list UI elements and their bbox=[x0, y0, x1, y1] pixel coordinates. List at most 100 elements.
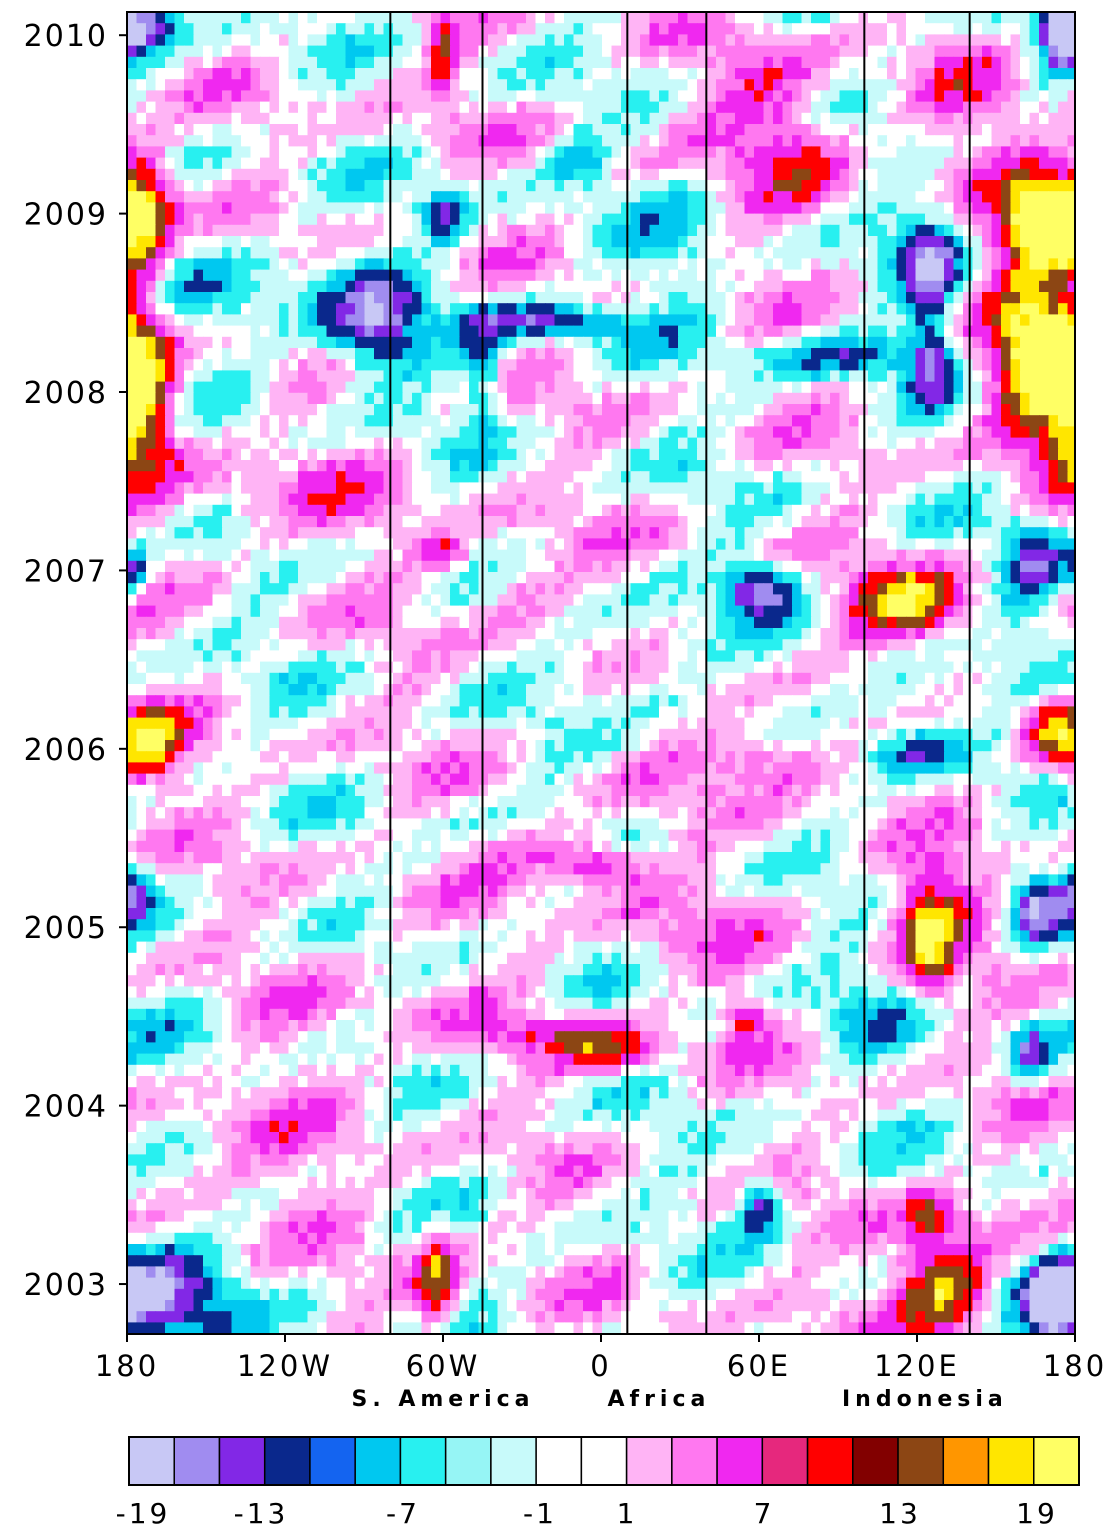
heatmap-cell bbox=[203, 213, 214, 226]
heatmap-cell bbox=[725, 168, 736, 181]
heatmap-cell bbox=[849, 336, 860, 349]
heatmap-cell bbox=[545, 460, 556, 472]
heatmap-cell bbox=[298, 392, 309, 405]
heatmap-cell bbox=[706, 258, 717, 271]
heatmap-cell bbox=[744, 23, 755, 35]
heatmap-cell bbox=[146, 90, 157, 103]
heatmap-cell bbox=[678, 124, 689, 136]
heatmap-cell bbox=[611, 79, 622, 91]
heatmap-cell bbox=[573, 359, 584, 371]
heatmap-cell bbox=[222, 112, 233, 125]
heatmap-cell bbox=[725, 157, 736, 170]
heatmap-cell bbox=[1048, 12, 1059, 24]
heatmap-cell bbox=[383, 437, 394, 450]
heatmap-cell bbox=[412, 23, 423, 35]
heatmap-cell bbox=[203, 135, 214, 147]
heatmap-cell bbox=[336, 314, 347, 327]
heatmap-cell bbox=[934, 101, 945, 114]
heatmap-cell bbox=[915, 45, 926, 58]
heatmap-cell bbox=[773, 482, 784, 495]
heatmap-cell bbox=[877, 336, 888, 349]
heatmap-cell bbox=[497, 460, 508, 472]
heatmap-cell bbox=[1020, 381, 1031, 394]
heatmap-cell bbox=[222, 471, 233, 483]
heatmap-cell bbox=[611, 336, 622, 349]
heatmap-cell bbox=[450, 101, 461, 114]
heatmap-cell bbox=[801, 90, 812, 103]
heatmap-cell bbox=[459, 549, 470, 562]
heatmap-cell bbox=[754, 12, 765, 24]
heatmap-cell bbox=[602, 471, 613, 483]
heatmap-cell bbox=[155, 381, 166, 394]
heatmap-cell bbox=[630, 90, 641, 103]
heatmap-cell bbox=[469, 471, 480, 483]
heatmap-cell bbox=[298, 504, 309, 517]
heatmap-cell bbox=[934, 303, 945, 315]
heatmap-cell bbox=[687, 180, 698, 192]
heatmap-cell bbox=[488, 325, 499, 338]
heatmap-cell bbox=[393, 124, 404, 136]
heatmap-cell bbox=[250, 224, 261, 237]
heatmap-cell bbox=[640, 482, 651, 495]
heatmap-cell bbox=[621, 56, 632, 69]
heatmap-cell bbox=[155, 23, 166, 35]
heatmap-cell bbox=[925, 404, 936, 416]
heatmap-cell bbox=[621, 135, 632, 147]
heatmap-cell bbox=[231, 213, 242, 226]
heatmap-cell bbox=[488, 381, 499, 394]
heatmap-cell bbox=[801, 112, 812, 125]
heatmap-cell bbox=[915, 258, 926, 271]
heatmap-cell bbox=[583, 303, 594, 315]
heatmap-cell bbox=[640, 292, 651, 304]
heatmap-cell bbox=[383, 213, 394, 226]
heatmap-cell bbox=[906, 348, 917, 360]
heatmap-cell bbox=[583, 482, 594, 495]
heatmap-cell bbox=[754, 224, 765, 237]
heatmap-cell bbox=[754, 292, 765, 304]
heatmap-cell bbox=[298, 471, 309, 483]
heatmap-cell bbox=[811, 68, 822, 80]
heatmap-cell bbox=[1020, 157, 1031, 170]
heatmap-cell bbox=[165, 45, 176, 58]
heatmap-cell bbox=[497, 448, 508, 461]
heatmap-cell bbox=[687, 504, 698, 517]
heatmap-cell bbox=[963, 135, 974, 147]
heatmap-cell bbox=[792, 460, 803, 472]
heatmap-cell bbox=[222, 437, 233, 450]
heatmap-cell bbox=[155, 157, 166, 170]
heatmap-cell bbox=[402, 381, 413, 394]
heatmap-cell bbox=[1058, 101, 1069, 114]
heatmap-cell bbox=[830, 314, 841, 327]
heatmap-cell bbox=[868, 56, 879, 69]
heatmap-cell bbox=[944, 392, 955, 405]
heatmap-cell bbox=[269, 157, 280, 170]
heatmap-cell bbox=[906, 236, 917, 248]
heatmap-cell bbox=[630, 269, 641, 282]
heatmap-cell bbox=[212, 516, 223, 528]
heatmap-cell bbox=[640, 180, 651, 192]
heatmap-cell bbox=[174, 560, 185, 573]
heatmap-cell bbox=[678, 247, 689, 259]
heatmap-cell bbox=[459, 23, 470, 35]
heatmap-cell bbox=[250, 180, 261, 192]
heatmap-cell bbox=[925, 460, 936, 472]
heatmap-cell bbox=[944, 258, 955, 271]
heatmap-cell bbox=[915, 493, 926, 506]
heatmap-cell bbox=[1039, 516, 1050, 528]
heatmap-cell bbox=[782, 504, 793, 517]
heatmap-cell bbox=[545, 538, 556, 551]
heatmap-cell bbox=[640, 90, 651, 103]
heatmap-cell bbox=[136, 146, 147, 159]
heatmap-cell bbox=[1048, 191, 1059, 203]
heatmap-cell bbox=[355, 303, 366, 315]
heatmap-cell bbox=[469, 269, 480, 282]
heatmap-cell bbox=[583, 493, 594, 506]
heatmap-cell bbox=[127, 415, 138, 427]
heatmap-cell bbox=[469, 68, 480, 80]
heatmap-cell bbox=[820, 247, 831, 259]
heatmap-cell bbox=[716, 202, 727, 215]
heatmap-cell bbox=[136, 493, 147, 506]
heatmap-cell bbox=[934, 236, 945, 248]
heatmap-cell bbox=[1010, 157, 1021, 170]
heatmap-cell bbox=[592, 101, 603, 114]
